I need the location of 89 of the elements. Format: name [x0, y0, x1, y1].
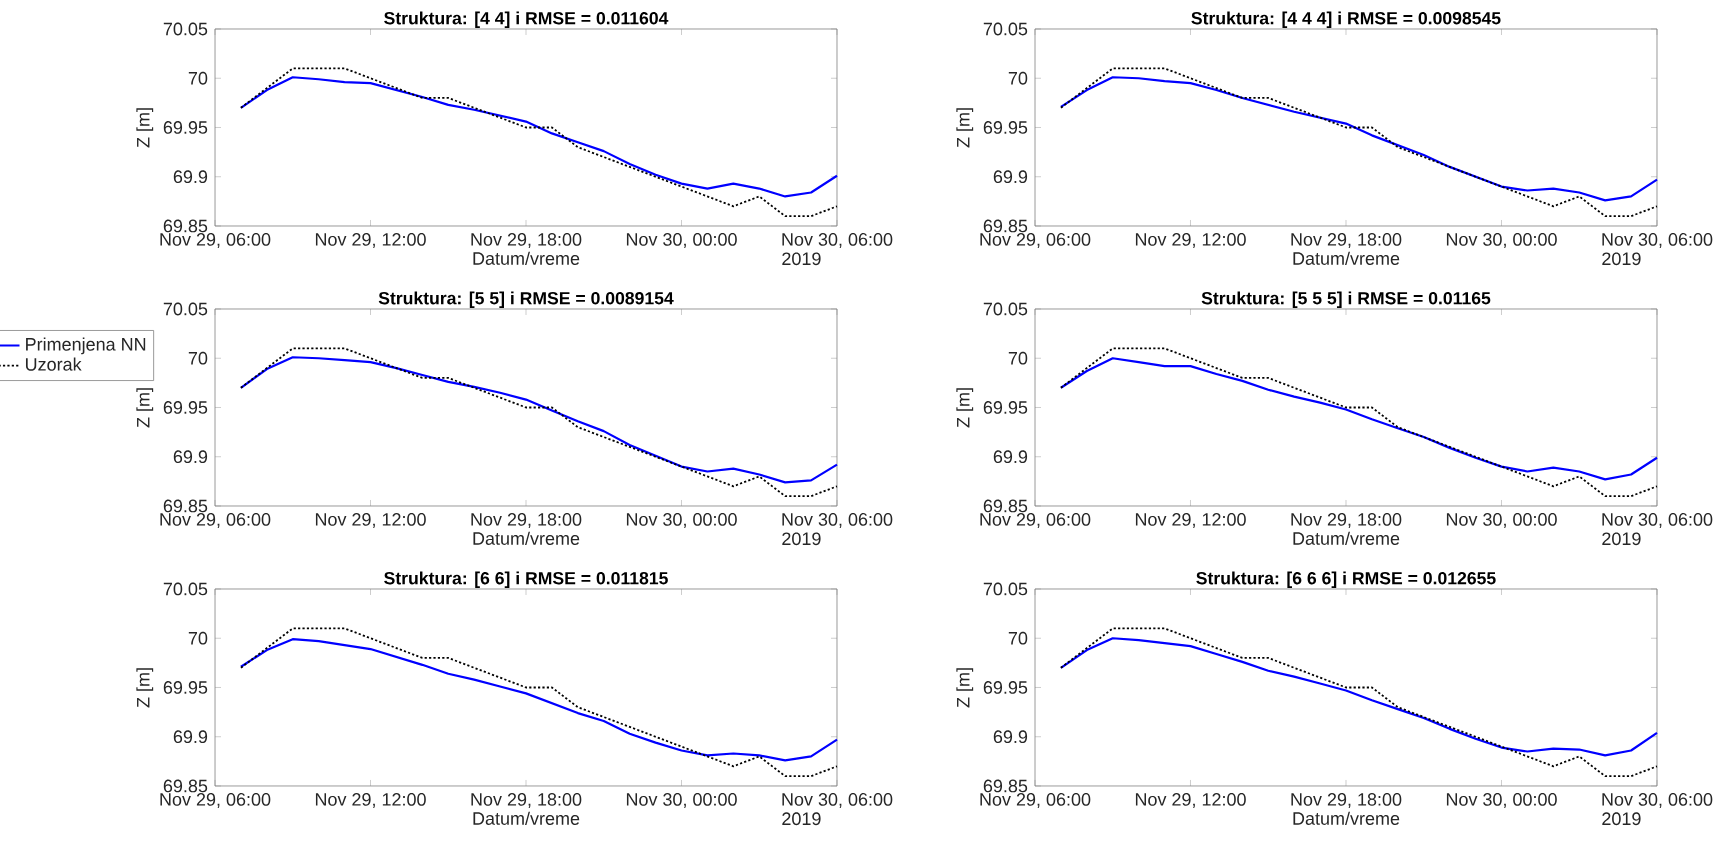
y-tick-label: 70.05: [163, 582, 208, 596]
x-axis-title: Datum/vreme: [473, 531, 580, 545]
y-tick-label: 70.05: [163, 302, 208, 316]
y-tick-label: 69.85: [163, 779, 208, 793]
x-tick-label: Nov 29, 06:00: [980, 233, 1091, 248]
y-tick-label: 69.9: [993, 170, 1028, 184]
x-tick-label: Nov 30, 06:00: [1602, 233, 1713, 248]
x-tick-label: Nov 29, 06:00: [160, 233, 271, 248]
text: 2019: [782, 812, 821, 826]
x-axis-title: Datum/vreme: [1293, 251, 1400, 265]
y-tick-label: 70.05: [983, 22, 1028, 36]
y-tick-label: 70.05: [163, 22, 208, 36]
x-tick-label: Nov 29, 12:00: [315, 793, 426, 808]
y-tick-label: 70: [188, 71, 208, 85]
x-tick-label: Nov 30, 06:00: [1602, 513, 1713, 528]
text: 2019: [782, 252, 821, 266]
y-tick-label: 69.85: [983, 219, 1028, 233]
y-tick-label: 69.9: [993, 730, 1028, 744]
y-tick-label: 70.05: [983, 302, 1028, 316]
x-tick-label: Nov 29, 06:00: [160, 793, 271, 808]
line-series: [1059, 357, 1659, 481]
x-tick-label: Nov 29, 12:00: [315, 513, 426, 528]
y-tick-label: 69.95: [163, 401, 208, 414]
x-tick-label: Nov 30, 00:00: [626, 513, 737, 528]
text: 2019: [782, 532, 821, 546]
y-tick-label: 70: [1008, 631, 1028, 645]
text: 2019: [1602, 252, 1641, 266]
x-axis-title: Datum/vreme: [1293, 811, 1400, 825]
x-tick-label: Nov 30, 06:00: [782, 233, 893, 248]
y-axis-title: Z [m]: [956, 388, 974, 428]
x-tick-label: Nov 29, 18:00: [471, 793, 582, 808]
y-tick-label: 69.9: [173, 450, 208, 464]
text: 2019: [1602, 532, 1641, 546]
chart-title: Struktura: [4 4 4] i RMSE = 0.0098545: [1191, 11, 1501, 28]
x-tick-label: Nov 30, 00:00: [1446, 513, 1557, 528]
text: 2019: [1602, 812, 1641, 826]
x-tick-label: Nov 30, 06:00: [782, 513, 893, 528]
chart-title: Struktura: [5 5 5] i RMSE = 0.01165: [1201, 291, 1491, 308]
y-tick-label: 69.95: [983, 681, 1028, 694]
y-tick-label: 69.85: [163, 219, 208, 233]
x-axis-title: Datum/vreme: [1293, 531, 1400, 545]
x-tick-label: Nov 29, 06:00: [160, 513, 271, 528]
y-tick-label: 69.85: [983, 499, 1028, 513]
y-tick-label: 69.9: [173, 170, 208, 184]
y-tick-label: 69.95: [163, 121, 208, 134]
x-tick-label: Nov 29, 12:00: [315, 233, 426, 248]
chart-title: Struktura: [5 5] i RMSE = 0.0089154: [378, 291, 674, 308]
x-tick-label: Nov 29, 18:00: [471, 513, 582, 528]
x-tick-label: Nov 29, 06:00: [980, 793, 1091, 808]
x-tick-label: Nov 29, 12:00: [1135, 793, 1246, 808]
x-tick-label: Nov 29, 18:00: [1291, 513, 1402, 528]
y-tick-label: 70: [1008, 71, 1028, 85]
chart-title: Struktura: [6 6 6] i RMSE = 0.012655: [1196, 571, 1496, 588]
x-axis-title: Datum/vreme: [473, 811, 580, 825]
y-tick-label: 69.85: [983, 779, 1028, 793]
y-tick-label: 70: [1008, 351, 1028, 365]
y-tick-label: 70: [188, 351, 208, 365]
x-tick-label: Nov 30, 06:00: [1602, 793, 1713, 808]
x-tick-label: Nov 30, 00:00: [1446, 793, 1557, 808]
x-tick-label: Nov 29, 06:00: [980, 513, 1091, 528]
y-axis-title: Z [m]: [136, 108, 154, 148]
y-tick-label: 70: [188, 631, 208, 645]
chart-title: Struktura: [6 6] i RMSE = 0.011815: [384, 571, 668, 588]
legend-label: Primenjena NN: [26, 337, 146, 355]
chart-title: Struktura: [4 4] i RMSE = 0.011604: [384, 11, 669, 28]
line-series: [1059, 637, 1659, 757]
y-axis-title: Z [m]: [136, 388, 154, 428]
x-tick-label: Nov 29, 18:00: [1291, 233, 1402, 248]
y-tick-label: 69.9: [173, 730, 208, 744]
y-tick-label: 69.85: [163, 499, 208, 513]
legend-label: Uzorak: [25, 357, 82, 371]
y-tick-label: 69.9: [993, 450, 1028, 464]
line-series: [239, 356, 839, 484]
x-tick-label: Nov 29, 12:00: [1135, 233, 1246, 248]
y-axis-title: Z [m]: [956, 108, 974, 148]
y-tick-label: 69.95: [983, 121, 1028, 134]
x-axis-title: Datum/vreme: [473, 251, 580, 265]
y-axis-title: Z [m]: [136, 668, 154, 708]
x-tick-label: Nov 30, 06:00: [782, 793, 893, 808]
x-tick-label: Nov 29, 18:00: [471, 233, 582, 248]
x-tick-label: Nov 30, 00:00: [1446, 233, 1557, 248]
x-tick-label: Nov 30, 00:00: [626, 233, 737, 248]
y-tick-label: 69.95: [163, 681, 208, 694]
x-tick-label: Nov 30, 00:00: [626, 793, 737, 808]
x-tick-label: Nov 29, 12:00: [1135, 513, 1246, 528]
y-tick-label: 70.05: [983, 582, 1028, 596]
y-axis-title: Z [m]: [956, 668, 974, 708]
y-tick-label: 69.95: [983, 401, 1028, 414]
x-tick-label: Nov 29, 18:00: [1291, 793, 1402, 808]
